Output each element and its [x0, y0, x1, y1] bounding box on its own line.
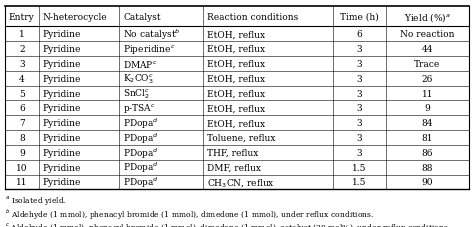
Text: PDopa$^{d}$: PDopa$^{d}$ — [123, 175, 159, 189]
Text: $^{a}$ Isolated yield.: $^{a}$ Isolated yield. — [5, 193, 66, 206]
Text: 4: 4 — [19, 74, 25, 83]
Text: PDopa$^{d}$: PDopa$^{d}$ — [123, 160, 159, 175]
Text: 10: 10 — [16, 163, 27, 172]
Text: 1: 1 — [19, 30, 25, 39]
Text: 2: 2 — [19, 45, 25, 54]
Text: THF, reﬂux: THF, reﬂux — [207, 148, 258, 157]
Text: PDopa$^{d}$: PDopa$^{d}$ — [123, 146, 159, 160]
Text: EtOH, reﬂux: EtOH, reﬂux — [207, 104, 265, 113]
Text: EtOH, reﬂux: EtOH, reﬂux — [207, 45, 265, 54]
Text: 9: 9 — [19, 148, 25, 157]
Text: 1.5: 1.5 — [352, 163, 366, 172]
Text: 3: 3 — [356, 119, 362, 128]
Text: Reaction conditions: Reaction conditions — [207, 12, 298, 22]
Text: Pyridine: Pyridine — [43, 45, 81, 54]
Text: 84: 84 — [422, 119, 433, 128]
Text: 26: 26 — [422, 74, 433, 83]
Text: EtOH, reﬂux: EtOH, reﬂux — [207, 119, 265, 128]
Text: Trace: Trace — [414, 60, 440, 69]
Text: PDopa$^{d}$: PDopa$^{d}$ — [123, 131, 159, 145]
Text: No reaction: No reaction — [400, 30, 455, 39]
Text: Pyridine: Pyridine — [43, 163, 81, 172]
Text: CH$_3$CN, reﬂux: CH$_3$CN, reﬂux — [207, 176, 275, 188]
Text: Pyridine: Pyridine — [43, 104, 81, 113]
Text: 11: 11 — [422, 89, 433, 98]
Text: 6: 6 — [356, 30, 362, 39]
Text: Catalyst: Catalyst — [123, 12, 161, 22]
Text: 44: 44 — [422, 45, 433, 54]
Text: 3: 3 — [356, 148, 362, 157]
Text: 3: 3 — [356, 60, 362, 69]
Text: DMF, reﬂux: DMF, reﬂux — [207, 163, 261, 172]
Text: 9: 9 — [425, 104, 430, 113]
Text: 7: 7 — [19, 119, 25, 128]
Text: EtOH, reﬂux: EtOH, reﬂux — [207, 60, 265, 69]
Text: Toluene, reﬂux: Toluene, reﬂux — [207, 133, 275, 142]
Text: Entry: Entry — [9, 12, 35, 22]
Text: Pyridine: Pyridine — [43, 60, 81, 69]
Text: 88: 88 — [422, 163, 433, 172]
Text: Pyridine: Pyridine — [43, 178, 81, 187]
Text: Yield (%)$^{a}$: Yield (%)$^{a}$ — [404, 11, 451, 23]
Text: Pyridine: Pyridine — [43, 89, 81, 98]
Text: PDopa$^{d}$: PDopa$^{d}$ — [123, 116, 159, 130]
Text: 86: 86 — [422, 148, 433, 157]
Text: EtOH, reﬂux: EtOH, reﬂux — [207, 89, 265, 98]
Text: K$_2$CO$_3^{c}$: K$_2$CO$_3^{c}$ — [123, 72, 154, 86]
Text: 3: 3 — [356, 89, 362, 98]
Text: 3: 3 — [356, 74, 362, 83]
Text: SnCl$_2^{c}$: SnCl$_2^{c}$ — [123, 87, 150, 100]
Text: Time (h): Time (h) — [340, 12, 379, 22]
Text: p-TSA$^{c}$: p-TSA$^{c}$ — [123, 102, 156, 115]
Text: $^{b}$ Aldehyde (1 mmol), phenacyl bromide (1 mmol), dimedone (1 mmol), under re: $^{b}$ Aldehyde (1 mmol), phenacyl bromi… — [5, 207, 374, 221]
Text: Pyridine: Pyridine — [43, 133, 81, 142]
Text: Pyridine: Pyridine — [43, 74, 81, 83]
Text: 81: 81 — [422, 133, 433, 142]
Text: 8: 8 — [19, 133, 25, 142]
Text: Piperidine$^{c}$: Piperidine$^{c}$ — [123, 43, 175, 56]
Text: 3: 3 — [356, 104, 362, 113]
Text: 5: 5 — [19, 89, 25, 98]
Text: N-heterocycle: N-heterocycle — [43, 12, 107, 22]
Text: 6: 6 — [19, 104, 25, 113]
Text: $^{c}$ Aldehyde (1 mmol), phenacyl bromide (1 mmol), dimedone (1 mmol), catalyst: $^{c}$ Aldehyde (1 mmol), phenacyl bromi… — [5, 220, 451, 227]
Text: DMAP$^{c}$: DMAP$^{c}$ — [123, 59, 158, 70]
Text: 3: 3 — [19, 60, 25, 69]
Text: Pyridine: Pyridine — [43, 119, 81, 128]
Text: 3: 3 — [356, 45, 362, 54]
Text: No catalyst$^{b}$: No catalyst$^{b}$ — [123, 27, 181, 42]
Text: 11: 11 — [16, 178, 27, 187]
Text: Pyridine: Pyridine — [43, 148, 81, 157]
Text: EtOH, reﬂux: EtOH, reﬂux — [207, 30, 265, 39]
Text: EtOH, reﬂux: EtOH, reﬂux — [207, 74, 265, 83]
Text: 1.5: 1.5 — [352, 178, 366, 187]
Text: Pyridine: Pyridine — [43, 30, 81, 39]
Text: 3: 3 — [356, 133, 362, 142]
Text: 90: 90 — [422, 178, 433, 187]
